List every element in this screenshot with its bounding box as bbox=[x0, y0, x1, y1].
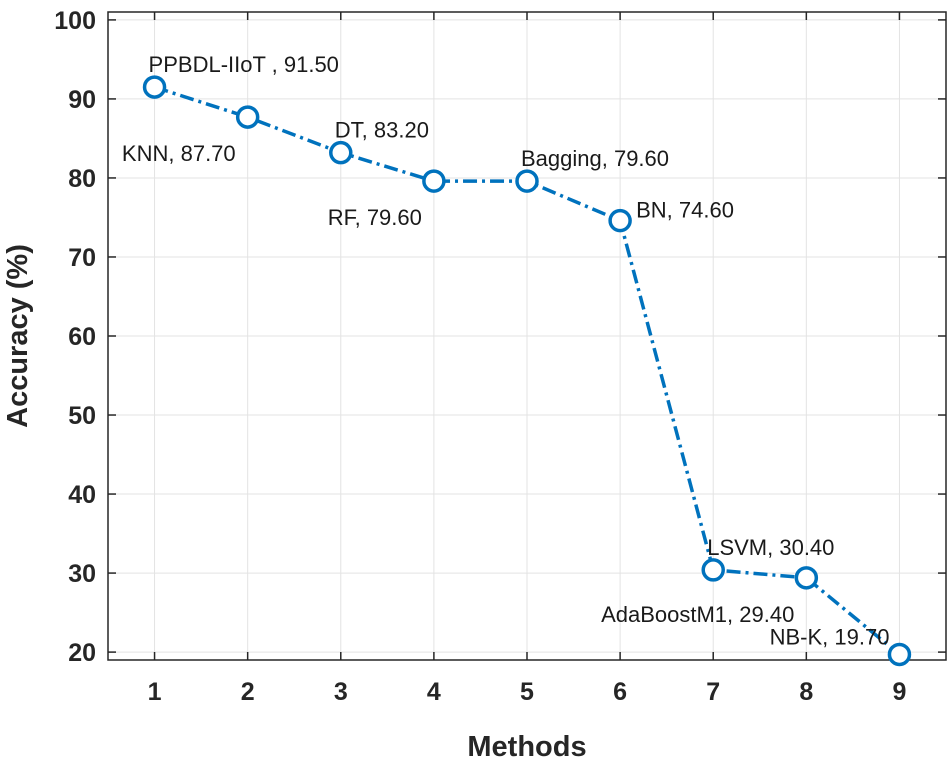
data-label: BN, 74.60 bbox=[636, 198, 734, 223]
data-point-marker bbox=[142, 75, 167, 99]
x-tick-label: 1 bbox=[148, 678, 162, 706]
data-series bbox=[142, 75, 912, 667]
data-labels: PPBDL-IIoT , 91.50 KNN, 87.70 DT, 83.20 RF,… bbox=[122, 52, 890, 649]
x-axis-label: Methods bbox=[467, 731, 586, 761]
x-tick-label: 5 bbox=[520, 678, 534, 706]
data-label: NB-K, 19.70 bbox=[770, 624, 890, 649]
data-point-marker bbox=[422, 169, 446, 193]
data-label: PPBDL-IIoT , 91.50 bbox=[149, 52, 339, 77]
y-tick-label: 50 bbox=[68, 402, 96, 430]
y-tick-label: 100 bbox=[54, 7, 96, 35]
y-tick-label: 80 bbox=[68, 165, 96, 193]
y-tick-label: 30 bbox=[68, 560, 96, 588]
data-point-marker bbox=[887, 642, 912, 667]
y-tick-label: 20 bbox=[68, 639, 96, 667]
data-point-marker bbox=[608, 208, 632, 233]
data-point-marker bbox=[701, 558, 725, 582]
data-point-marker bbox=[794, 566, 819, 590]
y-tick-label: 70 bbox=[68, 244, 96, 272]
data-label: Bagging, 79.60 bbox=[521, 146, 669, 171]
data-point-marker bbox=[329, 140, 353, 165]
data-label: LSVM, 30.40 bbox=[707, 535, 834, 560]
y-tick-label: 40 bbox=[68, 481, 96, 509]
x-tick-label: 7 bbox=[706, 678, 720, 706]
data-point-marker bbox=[515, 169, 539, 193]
data-point-marker bbox=[235, 105, 260, 129]
x-tick-label: 9 bbox=[892, 678, 906, 706]
y-tick-label: 90 bbox=[68, 86, 96, 114]
y-tick-label: 60 bbox=[68, 323, 96, 351]
x-tick-label: 4 bbox=[427, 678, 441, 706]
data-label: RF, 79.60 bbox=[328, 205, 422, 230]
data-label: KNN, 87.70 bbox=[122, 141, 236, 166]
axis-ticks: 1 2 3 4 5 6 7 8 9 20 30 40 50 60 70 80 90 100 bbox=[54, 7, 946, 706]
x-tick-label: 6 bbox=[613, 678, 627, 706]
data-label: DT, 83.20 bbox=[335, 118, 429, 143]
data-label: AdaBoostM1, 29.40 bbox=[601, 602, 794, 627]
x-tick-label: 8 bbox=[799, 678, 813, 706]
y-axis-label: Accuracy (%) bbox=[2, 244, 34, 428]
x-tick-label: 2 bbox=[241, 678, 255, 706]
x-tick-label: 3 bbox=[334, 678, 348, 706]
